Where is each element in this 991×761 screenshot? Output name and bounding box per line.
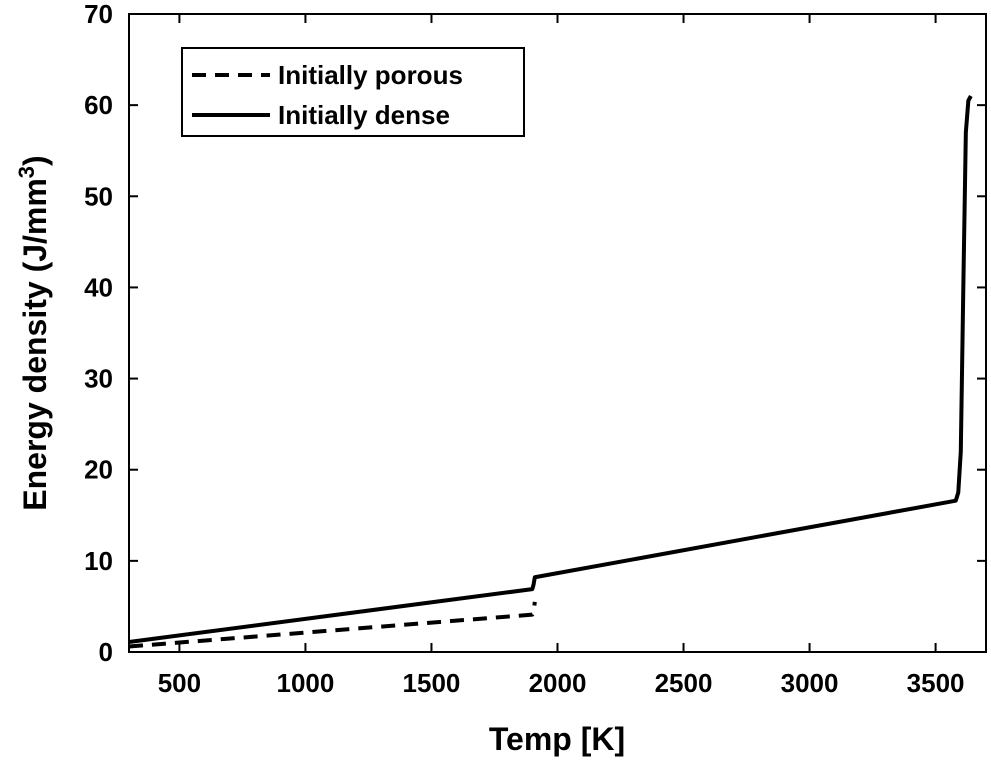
- x-axis-title: Temp [K]: [489, 721, 625, 757]
- y-tick-label: 40: [84, 272, 113, 302]
- y-axis-title: Energy density (J/mm3): [14, 155, 53, 510]
- y-tick-label: 30: [84, 364, 113, 394]
- y-axis-title-superscript: 3: [14, 166, 39, 178]
- x-tick-label: 1000: [277, 668, 335, 698]
- legend-box: [181, 47, 525, 137]
- series-line-initially-porous: [128, 601, 537, 649]
- x-tick-label: 2500: [655, 668, 713, 698]
- plot-lines: [128, 95, 973, 649]
- x-tick-label: 3000: [781, 668, 839, 698]
- y-tick-label: 0: [99, 637, 113, 667]
- y-tick-label: 60: [84, 90, 113, 120]
- y-axis-ticks: 0 10 20 30 40 50 60 70: [84, 0, 986, 667]
- x-axis-ticks: 500 1000 1500 2000 2500 3000 3500: [158, 14, 965, 698]
- y-tick-label: 10: [84, 546, 113, 576]
- y-tick-label: 20: [84, 455, 113, 485]
- y-tick-label: 50: [84, 181, 113, 211]
- legend-label-dense: Initially dense: [278, 100, 450, 130]
- x-tick-label: 500: [158, 668, 201, 698]
- x-tick-label: 2000: [529, 668, 587, 698]
- x-tick-label: 3500: [907, 668, 965, 698]
- legend-label-porous: Initially porous: [278, 60, 463, 90]
- y-tick-label: 70: [84, 0, 113, 29]
- y-axis-title-main: Energy density (J/mm: [17, 178, 53, 511]
- series-line-initially-dense: [128, 95, 973, 644]
- legend: Initially porous Initially dense: [181, 47, 525, 137]
- x-tick-label: 1500: [403, 668, 461, 698]
- y-axis-title-close: ): [17, 155, 53, 166]
